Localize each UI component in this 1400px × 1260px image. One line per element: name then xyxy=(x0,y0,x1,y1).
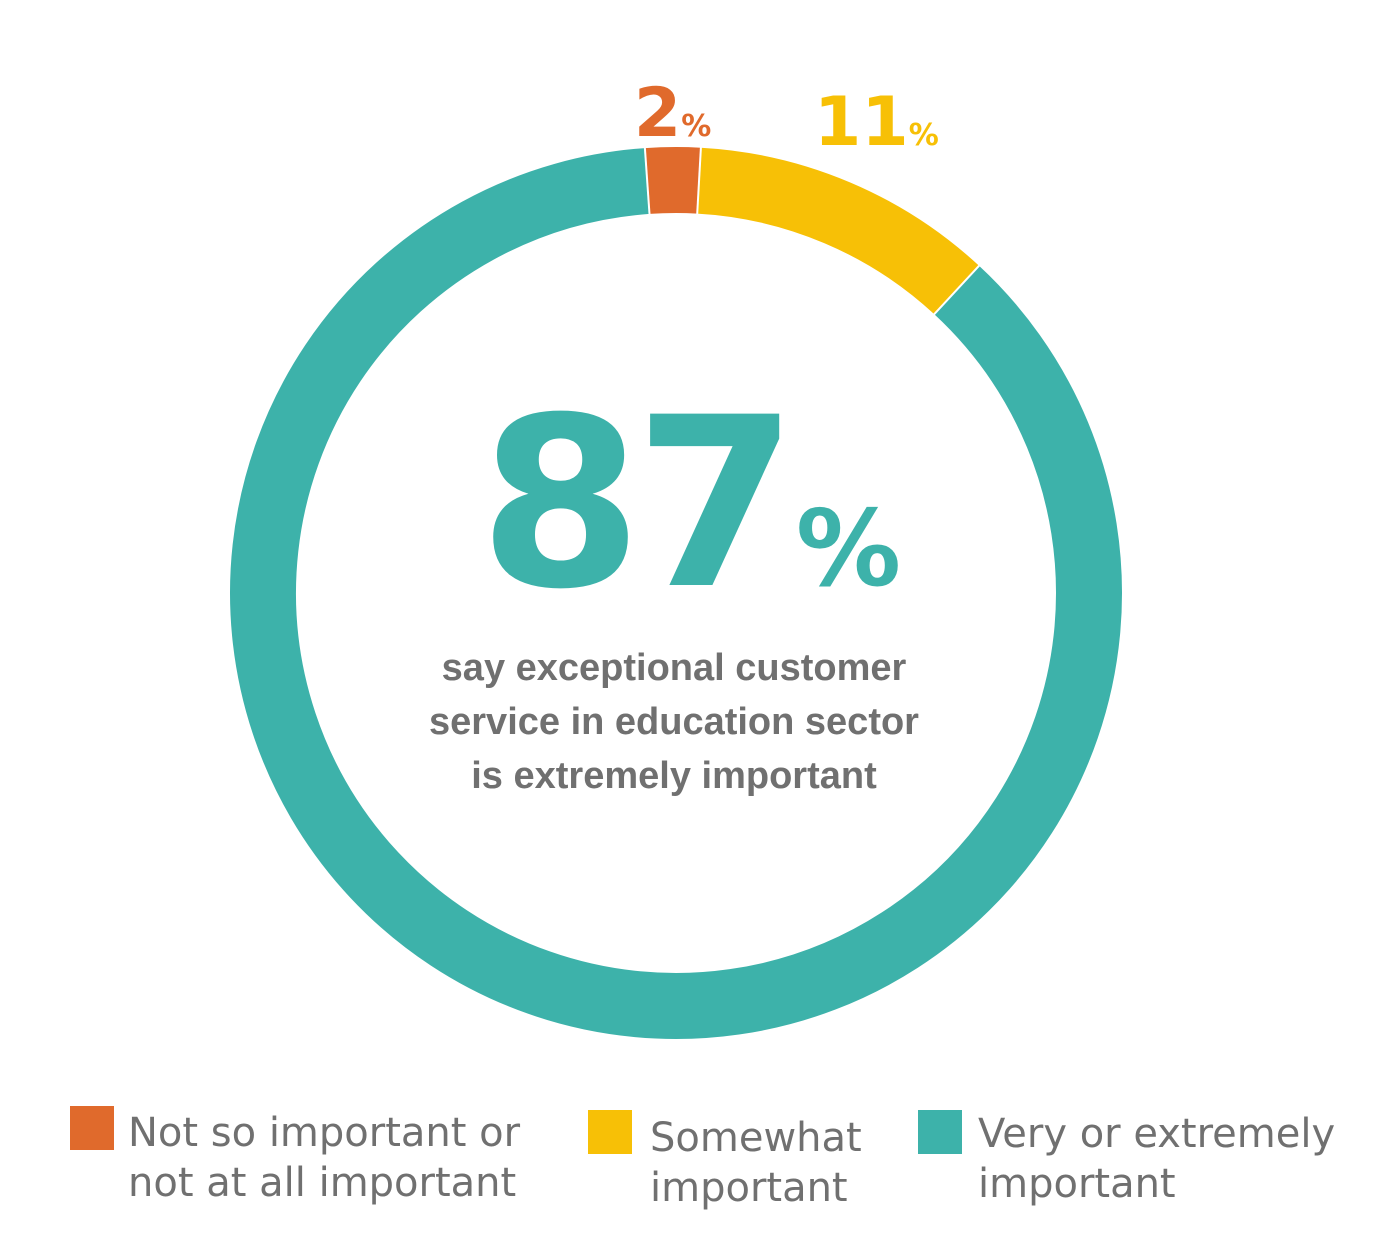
slice-label-number: 2 xyxy=(634,74,681,153)
legend-swatch xyxy=(918,1110,962,1154)
slice-label-somewhat-important: 11% xyxy=(814,83,939,162)
legend-label-line-2: important xyxy=(978,1161,1176,1207)
legend-swatch xyxy=(588,1110,632,1154)
legend-label-line-2: important xyxy=(650,1165,848,1211)
center-value-unit: % xyxy=(796,488,901,610)
legend-swatch xyxy=(70,1106,114,1150)
center-value: 87% xyxy=(479,368,901,641)
legend-label-line-1: Somewhat xyxy=(650,1115,862,1161)
legend-label-line-1: Not so important or xyxy=(128,1110,521,1156)
slice-separator xyxy=(932,263,982,317)
legend-item-not-important: Not so important or not at all important xyxy=(70,1106,521,1206)
center-caption-line-3: is extremely important xyxy=(471,755,877,797)
donut-slices xyxy=(230,145,1122,1039)
legend-item-somewhat-important: Somewhat important xyxy=(588,1110,862,1211)
center-caption-line-2: service in education sector xyxy=(429,701,919,743)
legend-label-line-1: Very or extremely xyxy=(978,1111,1335,1157)
legend: Not so important or not at all important… xyxy=(70,1106,1335,1211)
slice-separator xyxy=(643,146,651,216)
center-value-number: 87 xyxy=(479,368,790,641)
slice-separator xyxy=(696,145,703,216)
slice-not-important xyxy=(644,147,701,214)
slice-very-important xyxy=(230,148,1122,1039)
legend-item-very-important: Very or extremely important xyxy=(918,1110,1335,1207)
legend-label-line-2: not at all important xyxy=(128,1160,516,1206)
slice-label-not-important: 2% xyxy=(634,74,711,153)
slice-label-number: 11 xyxy=(814,83,909,162)
slice-label-unit: % xyxy=(681,109,711,144)
center-caption-line-1: say exceptional customer xyxy=(442,647,907,689)
slice-somewhat-important xyxy=(696,147,980,315)
slice-label-unit: % xyxy=(909,118,939,153)
